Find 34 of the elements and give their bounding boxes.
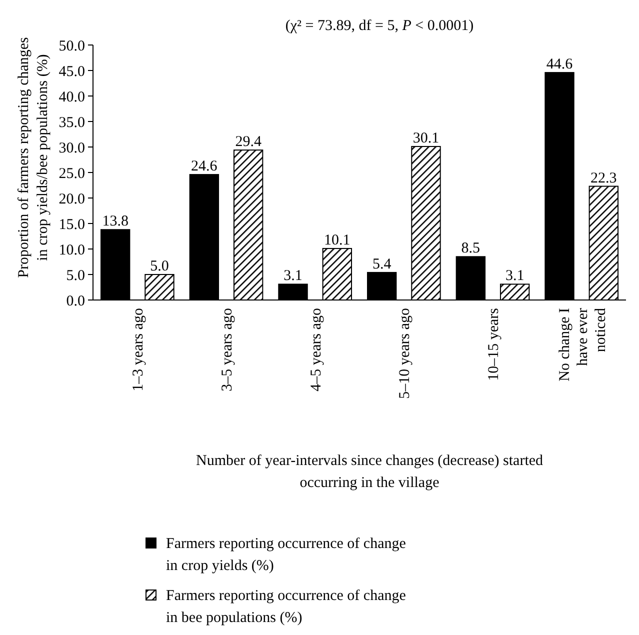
- data-label: 29.4: [235, 134, 262, 150]
- y-axis-title: Proportion of farmers reporting changes in crop yields/bee populations (%): [16, 36, 51, 278]
- y-tick-label: 50.0: [58, 38, 85, 54]
- y-tick-label: 20.0: [58, 191, 85, 208]
- data-label: 3.1: [505, 268, 524, 284]
- y-tick-label: 5.0: [66, 268, 85, 284]
- y-tick-label: 45.0: [58, 64, 85, 80]
- data-label: 10.1: [324, 232, 350, 248]
- y-tick-label: 0.0: [66, 293, 85, 310]
- data-label: 13.8: [102, 214, 128, 230]
- x-tick-label: 1–3 years ago: [130, 308, 147, 392]
- x-tick-label: 4–5 years ago: [308, 308, 324, 392]
- x-tick-label: 5–10 years ago: [397, 308, 414, 399]
- x-tick-label: No change I have ever noticed: [556, 308, 609, 382]
- data-label: 3.1: [284, 268, 302, 284]
- y-tick-label: 10.0: [58, 242, 85, 258]
- data-label: 44.6: [546, 56, 574, 73]
- x-axis-title: Number of year-intervals since changes (decrease) started occurring in the village: [196, 453, 544, 491]
- data-label: 5.4: [372, 256, 392, 272]
- chart-title: (χ² = 73.89, df = 5, P < 0.0001): [285, 18, 474, 34]
- legend-label: Farmers reporting occurrence of change in bee populations (%): [166, 588, 406, 626]
- y-tick-label: 35.0: [58, 114, 85, 131]
- y-tick-label: 25.0: [58, 166, 85, 182]
- legend-label: Farmers reporting occurrence of change in crop yields (%): [166, 536, 406, 574]
- x-tick-label: 3–5 years ago: [220, 308, 236, 392]
- data-label: 30.1: [412, 130, 440, 146]
- y-tick-label: 15.0: [58, 216, 85, 233]
- data-label: 5.0: [150, 258, 169, 274]
- data-label: 8.5: [461, 240, 480, 257]
- y-tick-label: 40.0: [58, 89, 85, 106]
- data-label: 22.3: [590, 170, 617, 186]
- data-label: 24.6: [191, 158, 218, 175]
- x-tick-label: 10–15 years: [486, 308, 502, 381]
- y-tick-label: 30.0: [58, 140, 85, 156]
